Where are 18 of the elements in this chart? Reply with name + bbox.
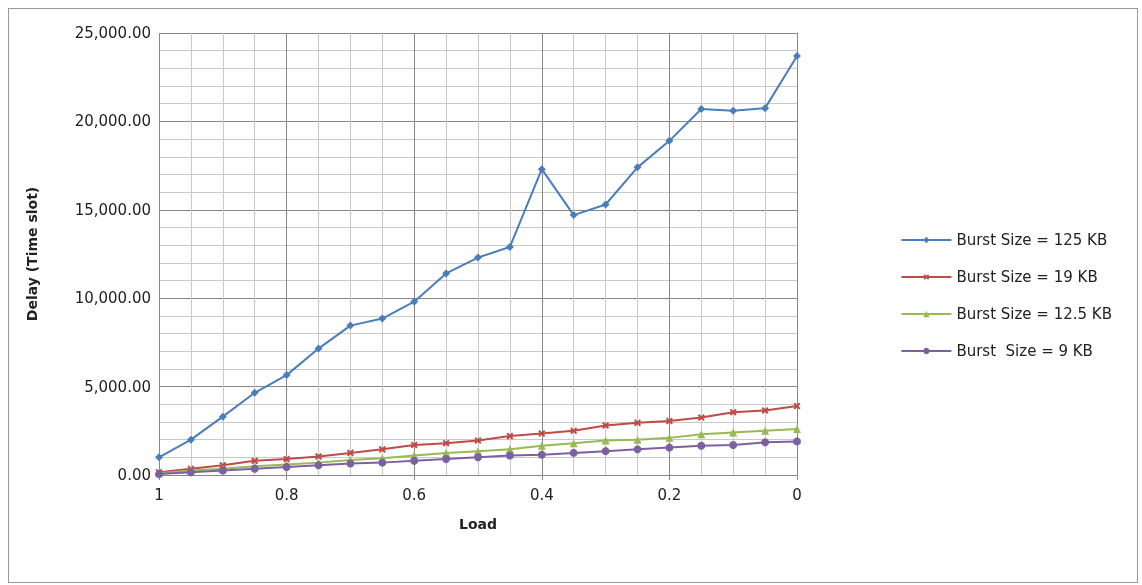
x-tick-label: 0.8 [274, 485, 299, 504]
y-axis-title: Delay (Time slot) [24, 186, 40, 322]
x-tick-label: 0.6 [402, 485, 427, 504]
x-tick-label: 0 [792, 485, 802, 504]
x-tick-label: 0.2 [657, 485, 682, 504]
x-tick-label: 0.4 [529, 485, 554, 504]
y-tick-label: 10,000.00 [74, 289, 151, 308]
legend-label: Burst Size = 19 KB [956, 268, 1098, 286]
x-tick-label: 1 [154, 485, 164, 504]
x-axis-title: Load [458, 516, 498, 532]
legend-label: Burst Size = 125 KB [956, 231, 1108, 249]
y-tick-label: 5,000.00 [84, 377, 151, 396]
legend-label: Burst Size = 12.5 KB [956, 305, 1113, 323]
legend-label: Burst Size = 9 KB [956, 342, 1093, 360]
y-tick-label: 20,000.00 [74, 112, 151, 131]
y-tick-label: 0.00 [117, 466, 151, 484]
y-tick-label: 25,000.00 [74, 24, 151, 42]
y-tick-label: 15,000.00 [74, 200, 151, 219]
